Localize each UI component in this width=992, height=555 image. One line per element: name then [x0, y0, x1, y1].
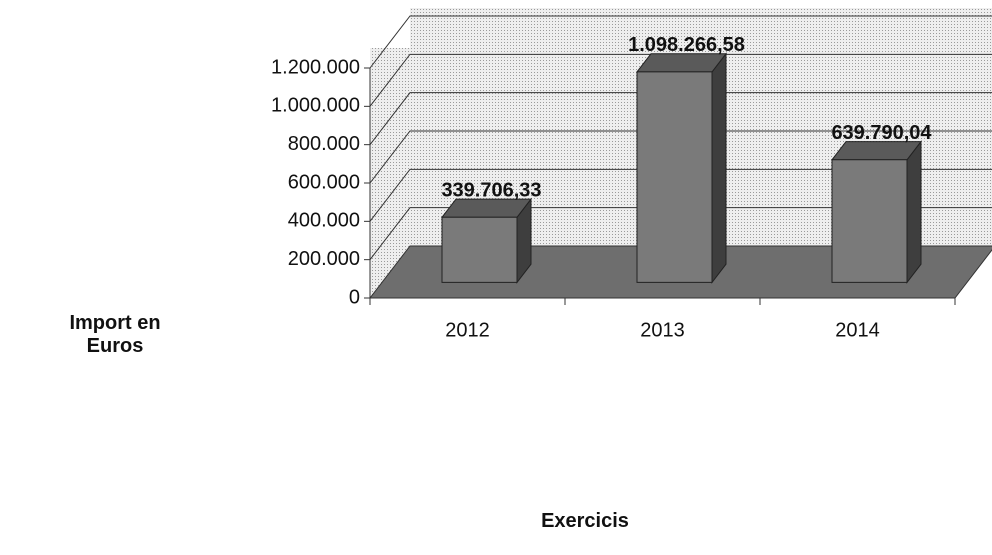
bar-top [830, 141, 923, 161]
value-label: 1.098.266,58 [628, 34, 745, 56]
bar [830, 140, 923, 284]
grid-line [369, 168, 992, 222]
y-tick-label: 600.000 [288, 171, 360, 193]
y-tick-label: 1.000.000 [271, 95, 360, 117]
grid-line [369, 207, 992, 260]
y-tick-label: 0 [349, 286, 360, 308]
bar-top [635, 53, 728, 73]
grid-line [369, 15, 992, 69]
value-label: 639.790,04 [831, 122, 932, 144]
y-tick-label: 200.000 [288, 248, 360, 270]
x-axis-title: Exercicis [541, 510, 629, 532]
grid-line [369, 130, 992, 184]
bar [635, 52, 728, 284]
bar-side [711, 52, 727, 284]
y-tick-label: 1.200.000 [271, 56, 360, 78]
bar-front [441, 216, 518, 283]
bar [440, 197, 533, 284]
bar-front [636, 71, 713, 283]
x-tick-label: 2014 [835, 319, 880, 341]
grid-line [369, 53, 992, 107]
x-tick-label: 2013 [640, 319, 685, 341]
y-tick-label: 800.000 [288, 133, 360, 155]
value-label: 339.706,33 [441, 179, 541, 201]
y-tick-label: 400.000 [288, 210, 360, 232]
side-wall [370, 48, 410, 298]
y-axis-title: Import en Euros [69, 312, 161, 357]
bar-top [440, 198, 533, 218]
bar-side [906, 140, 922, 284]
bar-front [831, 159, 908, 283]
x-tick-label: 2012 [445, 319, 490, 341]
grid-line [369, 92, 992, 145]
